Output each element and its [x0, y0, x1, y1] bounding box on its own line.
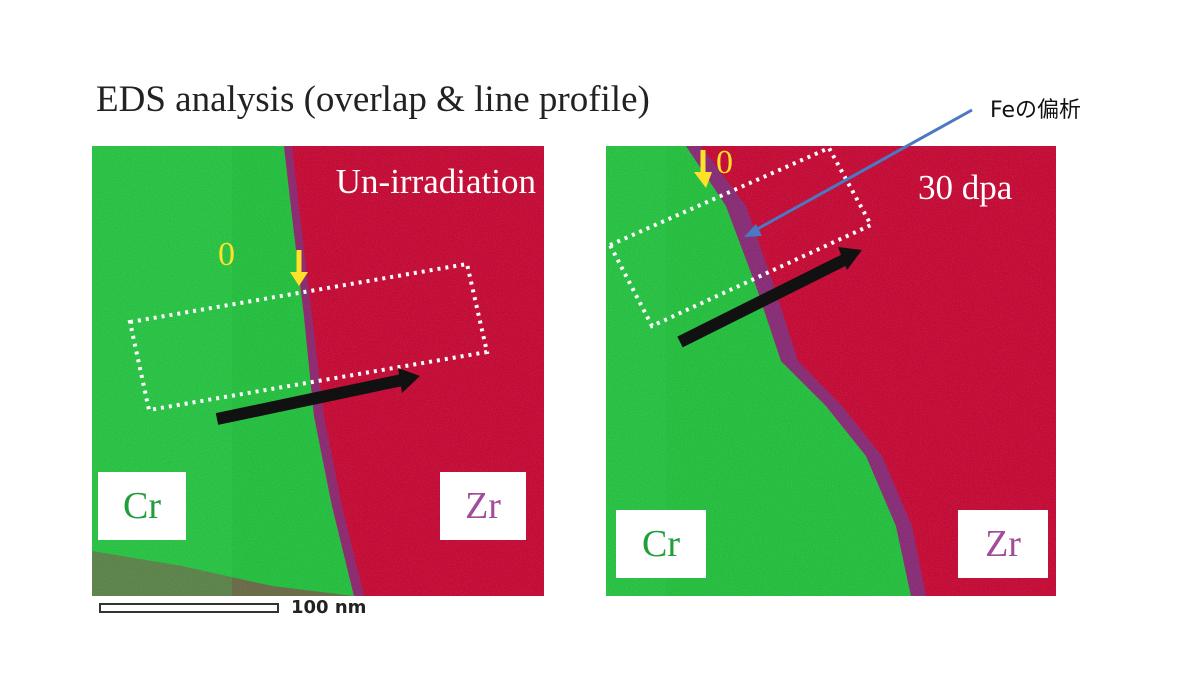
element-label-zr: Zr: [958, 510, 1048, 578]
condition-label-unirradiated: Un-irradiation: [335, 162, 536, 201]
condition-label-30dpa: 30 dpa: [918, 168, 1013, 207]
scan-direction-arrow: [215, 374, 404, 425]
scan-direction-arrow: [677, 253, 849, 348]
scale-bar: [99, 603, 279, 613]
element-label-zr: Zr: [440, 472, 526, 540]
element-label-cr: Cr: [98, 472, 186, 540]
figure-title: EDS analysis (overlap & line profile): [96, 79, 650, 120]
zero-marker-label: 0: [218, 236, 235, 273]
scale-bar-label: 100 nm: [291, 597, 367, 618]
line-profile-region: [127, 261, 490, 413]
fe-segregation-annotation: Feの偏析: [990, 98, 1081, 123]
zero-marker-label: 0: [716, 146, 733, 181]
element-label-cr: Cr: [616, 510, 706, 578]
eds-map-30dpa: 30 dpa 0 Cr Zr: [606, 146, 1056, 596]
eds-map-unirradiated: Un-irradiation 0 Cr Zr: [92, 146, 544, 596]
